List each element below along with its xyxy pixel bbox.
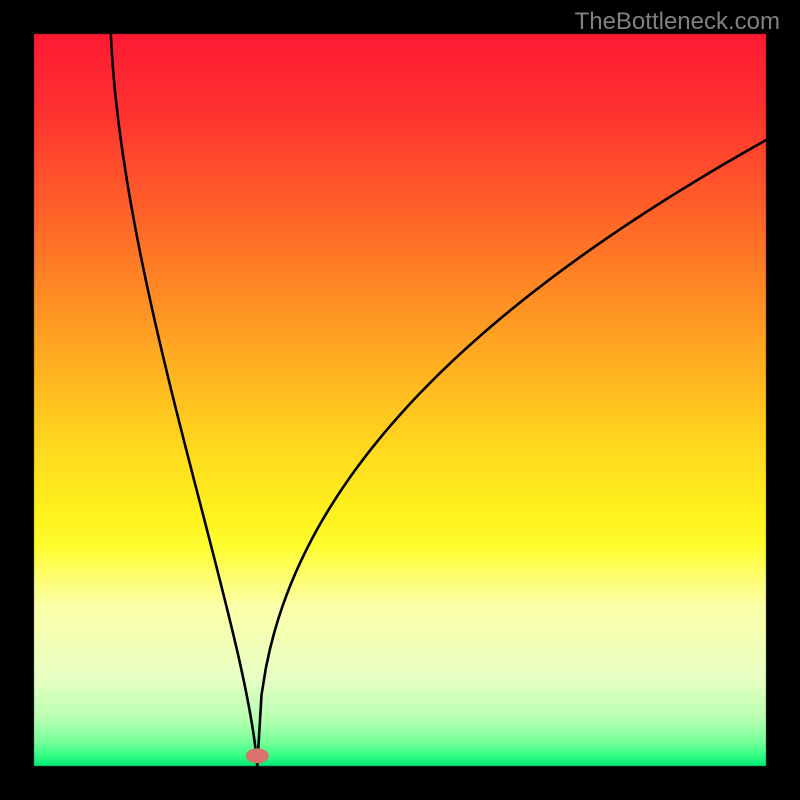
watermark-label: TheBottleneck.com: [575, 8, 780, 36]
chart-canvas: [0, 0, 800, 800]
chart-stage: TheBottleneck.com: [0, 0, 800, 800]
